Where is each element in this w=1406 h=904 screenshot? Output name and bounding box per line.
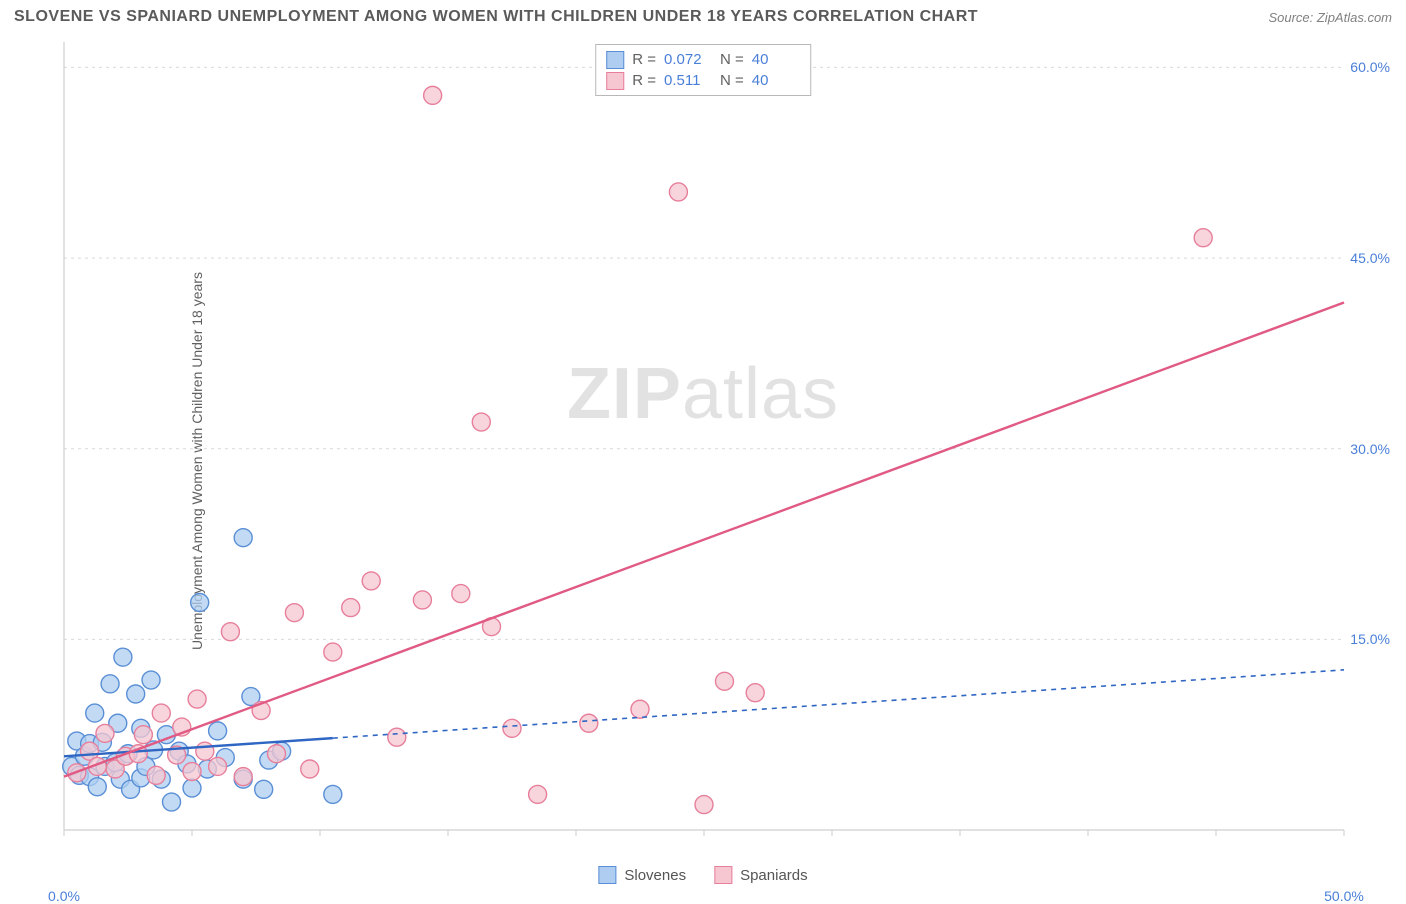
series-legend: Slovenes Spaniards [598, 866, 807, 884]
x-tick-label: 0.0% [48, 888, 80, 904]
legend-label: Spaniards [740, 867, 808, 884]
y-tick-label: 15.0% [1350, 631, 1390, 647]
scatter-plot [14, 40, 1392, 882]
correlation-row: R =0.511 N =40 [606, 70, 800, 91]
y-tick-label: 30.0% [1350, 441, 1390, 457]
legend-item: Spaniards [714, 866, 808, 884]
legend-swatch [598, 866, 616, 884]
legend-item: Slovenes [598, 866, 686, 884]
x-tick-label: 50.0% [1324, 888, 1364, 904]
legend-label: Slovenes [624, 867, 686, 884]
source-label: Source: ZipAtlas.com [1268, 10, 1392, 25]
series-swatch [606, 51, 624, 69]
chart-container: Unemployment Among Women with Children U… [14, 40, 1392, 882]
y-tick-label: 45.0% [1350, 250, 1390, 266]
y-tick-label: 60.0% [1350, 59, 1390, 75]
chart-header: SLOVENE VS SPANIARD UNEMPLOYMENT AMONG W… [0, 0, 1406, 30]
chart-title: SLOVENE VS SPANIARD UNEMPLOYMENT AMONG W… [14, 8, 978, 26]
series-swatch [606, 72, 624, 90]
legend-swatch [714, 866, 732, 884]
correlation-legend: R =0.072 N =40 R =0.511 N =40 [595, 44, 811, 96]
correlation-row: R =0.072 N =40 [606, 49, 800, 70]
